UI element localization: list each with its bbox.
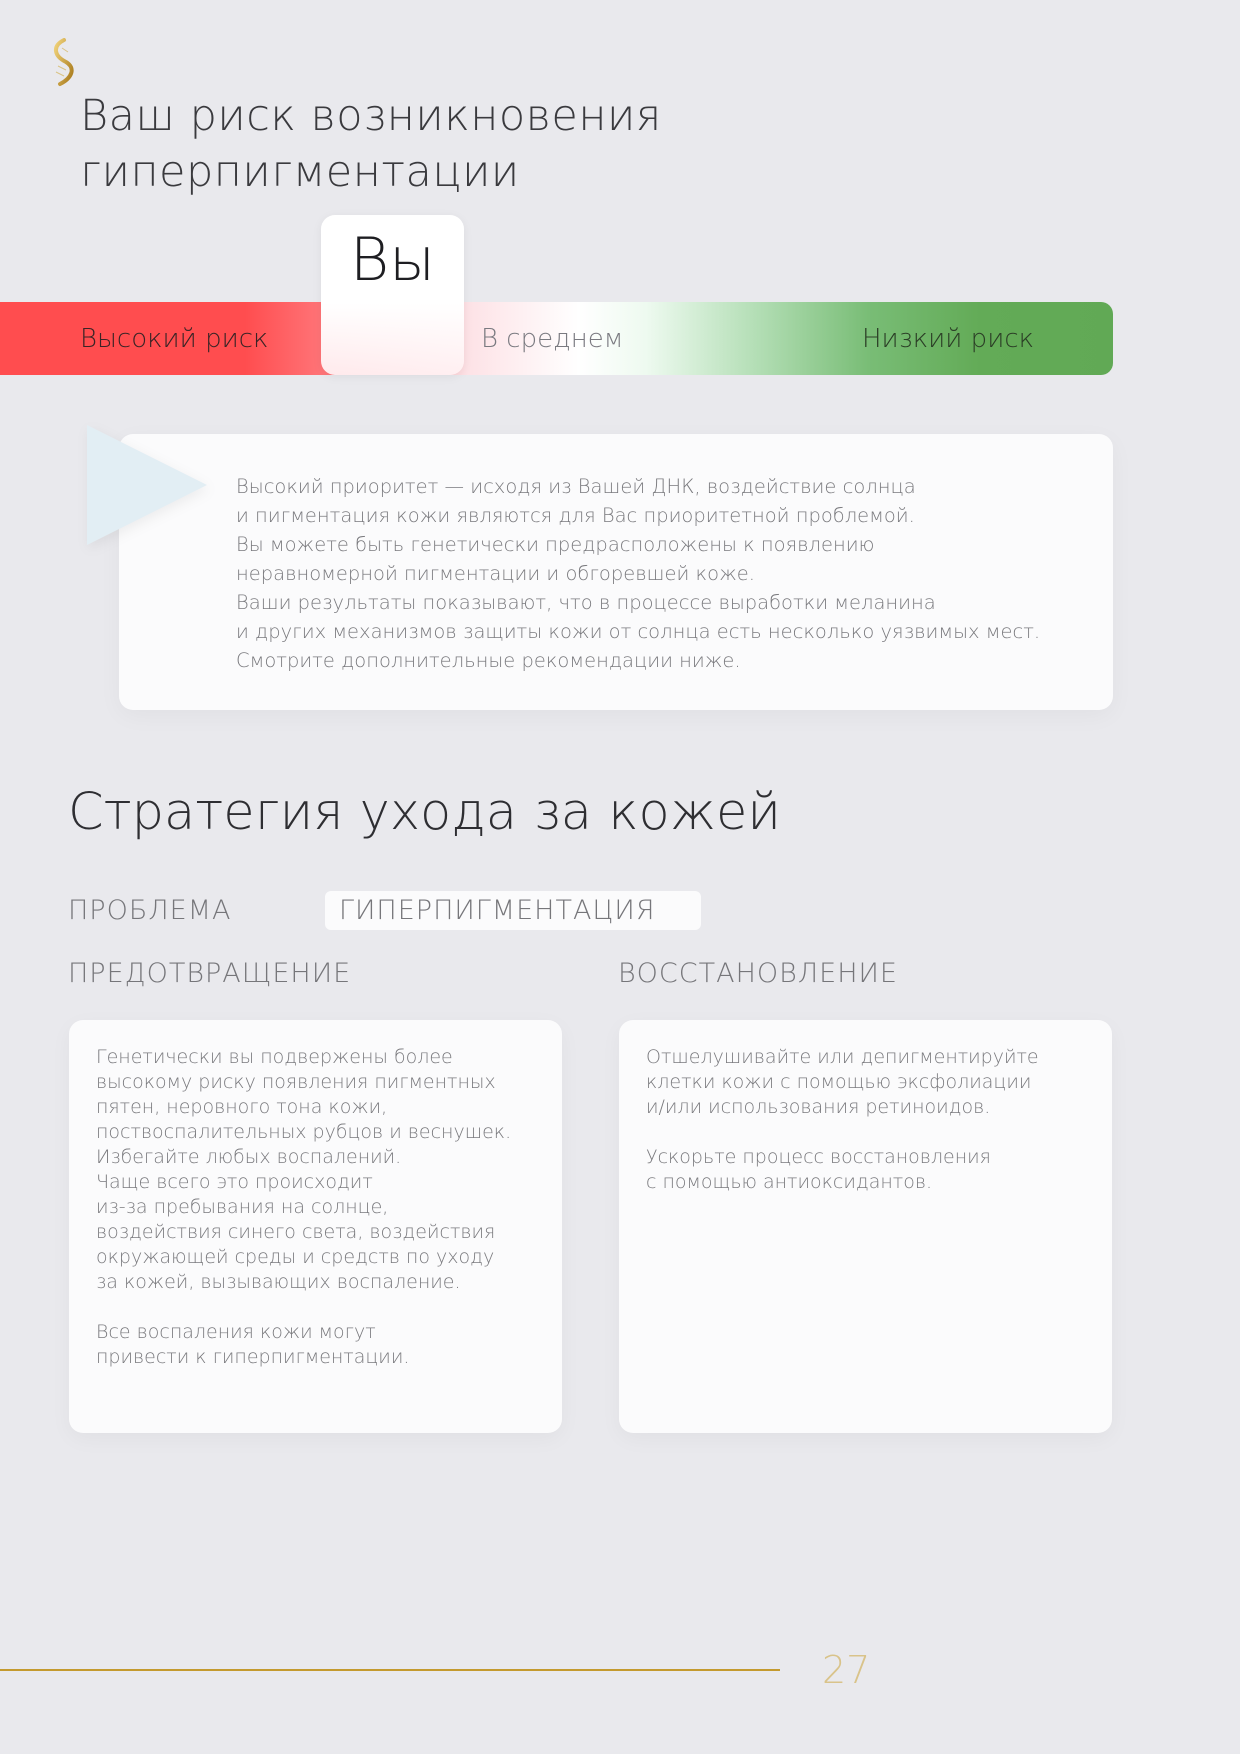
info-card <box>119 434 1113 710</box>
problem-value-badge: ГИПЕРПИГМЕНТАЦИЯ <box>325 891 701 930</box>
you-marker-label: Вы <box>349 225 436 295</box>
prevention-card: Генетически вы подвержены более высокому… <box>69 1020 562 1433</box>
dna-logo-icon <box>54 38 74 86</box>
low-risk-label: Низкий риск <box>862 324 1035 354</box>
footer-divider <box>0 1669 780 1671</box>
you-marker: Вы <box>321 215 464 375</box>
recovery-text: Отшелушивайте или депигментируйте клетки… <box>646 1046 1039 1193</box>
strategy-heading: Стратегия ухода за кожей <box>68 783 782 842</box>
triangle-pointer-icon <box>87 425 207 545</box>
page-number: 27 <box>822 1648 871 1692</box>
title-line-2: гиперпигментации <box>80 147 520 197</box>
title-line-1: Ваш риск возникновения <box>80 91 662 141</box>
page-title: Ваш риск возникновения гиперпигментации <box>80 88 662 200</box>
recovery-card: Отшелушивайте или депигментируйте клетки… <box>619 1020 1112 1433</box>
prevention-label: ПРЕДОТВРАЩЕНИЕ <box>68 958 352 989</box>
prevention-text: Генетически вы подвержены более высокому… <box>96 1046 512 1368</box>
risk-scale-bar <box>0 302 1113 375</box>
info-card-text: Высокий приоритет — исходя из Вашей ДНК,… <box>236 475 1041 672</box>
problem-value: ГИПЕРПИГМЕНТАЦИЯ <box>339 895 656 926</box>
average-risk-label: В среднем <box>481 324 624 354</box>
problem-label: ПРОБЛЕМА <box>68 895 232 926</box>
high-risk-label: Высокий риск <box>80 324 269 354</box>
recovery-label: ВОССТАНОВЛЕНИЕ <box>618 958 898 989</box>
